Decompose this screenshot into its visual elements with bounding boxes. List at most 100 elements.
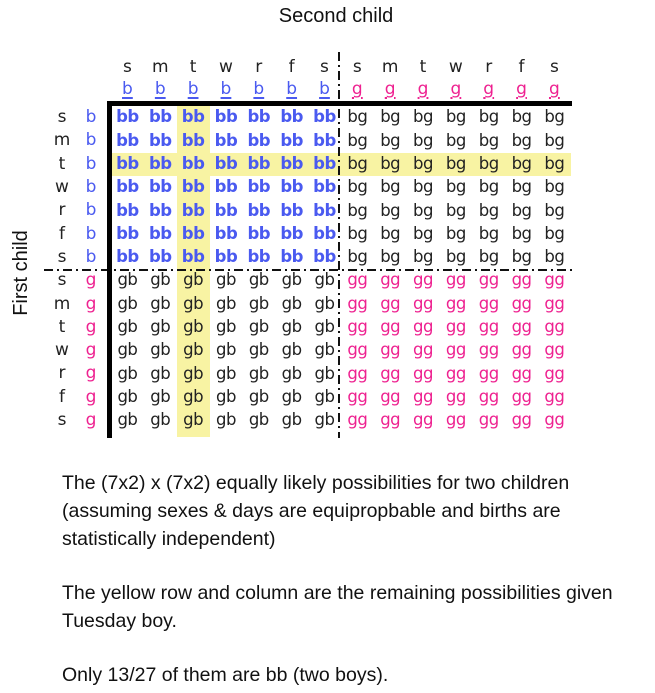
- grid-cell: gb: [183, 340, 204, 360]
- grid-cell: bb: [116, 200, 139, 220]
- grid-cell: bg: [544, 247, 565, 267]
- grid-cell: gb: [314, 363, 335, 383]
- grid-cell: bg: [511, 153, 532, 173]
- grid-cell: bb: [313, 107, 336, 127]
- col-sex-header: b: [220, 79, 232, 99]
- grid-cell: gg: [544, 410, 565, 430]
- row-sex-header: b: [85, 177, 97, 198]
- grid-cell: gg: [511, 386, 532, 406]
- grid-cell: gg: [544, 317, 565, 337]
- grid-cell: bg: [478, 247, 499, 267]
- grid-cell: gb: [314, 340, 335, 360]
- grid-cell: bg: [478, 107, 499, 127]
- grid-cell: bb: [280, 223, 303, 243]
- grid-cell: gb: [281, 293, 302, 313]
- col-sex-header: g: [516, 79, 527, 99]
- grid-cell: bg: [380, 223, 401, 243]
- grid-cell: bg: [544, 107, 565, 127]
- grid-cell: gb: [150, 317, 171, 337]
- grid-cell: gg: [413, 363, 433, 383]
- grid-cell: bb: [181, 177, 205, 197]
- grid-cell: bb: [214, 177, 238, 197]
- col-day-header: s: [122, 56, 132, 77]
- grid-cell: bg: [380, 177, 401, 197]
- col-day-header: t: [189, 56, 197, 77]
- grid-cell: gb: [117, 293, 138, 313]
- grid-cell: bb: [247, 130, 271, 150]
- grid-cell: gg: [544, 340, 565, 360]
- grid-cell: gb: [183, 363, 204, 383]
- grid-cell: bg: [413, 107, 433, 127]
- grid-top-border-line: [107, 101, 572, 106]
- grid-cell: gg: [544, 363, 565, 383]
- grid-cell: gb: [248, 270, 269, 290]
- grid-cell: gg: [478, 293, 499, 313]
- grid-cell: gb: [248, 363, 269, 383]
- grid-cell: bg: [478, 177, 499, 197]
- grid-cell: bb: [280, 247, 303, 267]
- grid-cell: gg: [445, 410, 466, 430]
- grid-cell: gb: [150, 340, 171, 360]
- col-sex-header: g: [351, 79, 363, 99]
- grid-cell: bb: [313, 200, 336, 220]
- grid-cell: bg: [445, 153, 466, 173]
- col-sex-header: b: [154, 79, 166, 99]
- grid-cell: gg: [445, 363, 466, 383]
- grid-cell: gg: [511, 363, 532, 383]
- col-day-header: w: [219, 56, 233, 77]
- grid-cell: bg: [413, 200, 433, 220]
- grid-cell: bg: [347, 223, 368, 243]
- grid-cell: bg: [413, 130, 433, 150]
- grid-cell: gg: [511, 340, 532, 360]
- grid-cell: gg: [511, 410, 532, 430]
- grid-cell: bg: [445, 247, 466, 267]
- grid-cell: gb: [117, 340, 138, 360]
- col-day-header: s: [352, 56, 362, 77]
- grid-cell: bb: [116, 223, 139, 243]
- grid-cell: gb: [248, 410, 269, 430]
- grid-cell: gg: [544, 270, 565, 290]
- grid-cell: bb: [214, 247, 238, 267]
- row-sex-header: g: [85, 340, 97, 361]
- grid-cell: gb: [248, 386, 269, 406]
- grid-cell: gb: [150, 386, 171, 406]
- grid-cell: gg: [478, 363, 499, 383]
- grid-cell: bb: [214, 200, 238, 220]
- row-sex-header: b: [85, 153, 97, 174]
- col-sex-header: b: [122, 79, 133, 99]
- grid-cell: bg: [445, 107, 466, 127]
- grid-cell: bg: [347, 107, 368, 127]
- grid-cell: gg: [445, 293, 466, 313]
- grid-cell: bb: [313, 130, 336, 150]
- col-sex-header: b: [187, 79, 199, 99]
- grid-cell: gb: [117, 270, 138, 290]
- grid-cell: gb: [314, 293, 335, 313]
- grid-cell: bb: [181, 200, 205, 220]
- grid-cell: bg: [511, 247, 532, 267]
- row-day-header: s: [57, 410, 67, 430]
- grid-cell: gb: [314, 386, 335, 406]
- grid-cell: gg: [380, 293, 401, 313]
- row-day-header: t: [58, 153, 66, 174]
- grid-cell: bb: [181, 153, 205, 173]
- grid-cell: bb: [247, 107, 271, 127]
- grid-cell: gg: [380, 270, 401, 290]
- grid-cell: gb: [150, 410, 171, 430]
- grid-cell: bb: [280, 177, 303, 197]
- first-child-axis-title: First child: [10, 230, 32, 316]
- grid-cell: gg: [347, 340, 368, 360]
- row-day-header: w: [55, 177, 69, 198]
- grid-cell: gb: [248, 293, 269, 313]
- grid-cell: gg: [413, 270, 433, 290]
- grid-cell: gb: [248, 340, 269, 360]
- grid-cell: gg: [347, 317, 368, 337]
- grid-cell: bb: [280, 153, 303, 173]
- row-day-header: t: [58, 316, 66, 337]
- grid-cell: bg: [445, 130, 466, 150]
- grid-cell: bg: [347, 247, 368, 267]
- grid-cell: gb: [215, 340, 236, 360]
- col-day-header: r: [255, 56, 263, 77]
- grid-cell: bg: [478, 223, 499, 243]
- grid-cell: bg: [544, 153, 565, 173]
- grid-cell: bb: [148, 107, 172, 127]
